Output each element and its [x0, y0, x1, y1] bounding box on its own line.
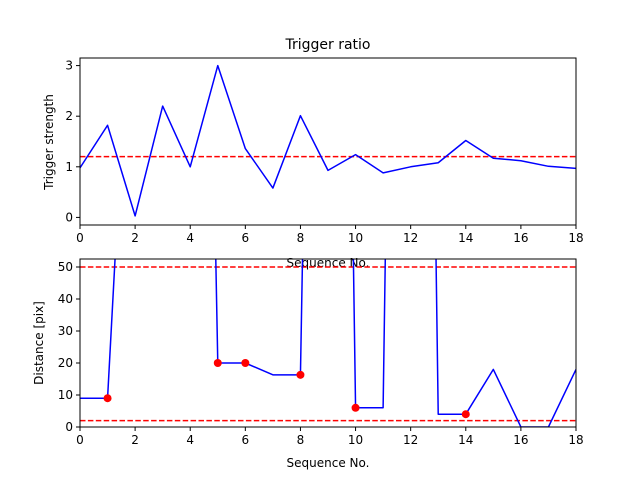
- plot-content: [80, 64, 576, 217]
- x-tick-label: 12: [403, 231, 418, 245]
- distance-plot-area: 0 2 4 6 8 10 12 14 16 18 0 10 20 30 40 50: [58, 258, 584, 447]
- data-point-marker: [103, 394, 112, 403]
- x-axis-title: Sequence No.: [287, 456, 370, 470]
- x-tick-label: 6: [242, 433, 250, 447]
- y-axis-title: Distance [pix]: [32, 301, 46, 385]
- y-tick-label: 40: [58, 292, 73, 306]
- x-tick-label: 10: [348, 231, 363, 245]
- data-point-marker: [213, 359, 222, 367]
- x-tick-label: 8: [297, 433, 305, 447]
- data-point-marker: [296, 370, 305, 379]
- y-tick-label: 30: [58, 324, 73, 338]
- x-tick-label: 12: [403, 433, 418, 447]
- x-tick-label: 16: [513, 231, 528, 245]
- y-axis-title: Trigger strength: [42, 94, 56, 191]
- plot-frame: [79, 258, 577, 428]
- y-tick-label: 0: [65, 210, 73, 224]
- x-tick-label: 2: [131, 231, 139, 245]
- x-tick-label: 8: [297, 231, 305, 245]
- y-tick-label: 20: [58, 356, 73, 370]
- x-tick-label: 16: [513, 433, 528, 447]
- x-tick-label: 10: [348, 433, 363, 447]
- x-tick-label: 6: [242, 231, 250, 245]
- x-axis-title: Sequence No.: [287, 256, 370, 270]
- x-tick-label: 18: [568, 231, 583, 245]
- chart-title: Trigger ratio: [284, 37, 370, 53]
- series-line: [80, 259, 576, 427]
- x-tick-label: 4: [186, 231, 194, 245]
- data-point-marker: [241, 359, 250, 367]
- y-tick-label: 1: [65, 160, 73, 174]
- x-tick-label: 2: [131, 433, 139, 447]
- data-point-marker: [351, 403, 360, 412]
- x-tick-label: 4: [186, 433, 194, 447]
- plot-content: [80, 259, 576, 427]
- y-tick-label: 0: [65, 420, 73, 434]
- y-tick-label: 2: [65, 109, 73, 123]
- x-tick-label: 14: [458, 231, 473, 245]
- x-tick-label: 18: [568, 433, 583, 447]
- series-line: [80, 64, 576, 217]
- y-tick-label: 3: [65, 59, 73, 73]
- data-point-marker: [461, 410, 470, 419]
- plot-frame: [79, 57, 577, 226]
- x-tick-label: 14: [458, 433, 473, 447]
- y-tick-label: 50: [58, 260, 73, 274]
- x-tick-label: 0: [76, 231, 84, 245]
- y-tick-label: 10: [58, 388, 73, 402]
- x-tick-label: 0: [76, 433, 84, 447]
